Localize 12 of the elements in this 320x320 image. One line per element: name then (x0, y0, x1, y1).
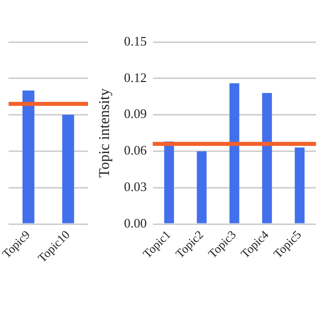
y-tick-label: 0.03 (124, 179, 147, 194)
bar (229, 83, 240, 224)
y-tick-label: 0.12 (124, 70, 147, 85)
bar (294, 148, 305, 224)
y-axis-title: Topic intensity (96, 88, 113, 178)
bar (164, 141, 174, 224)
bar (262, 92, 272, 224)
y-tick-label: 0.06 (124, 142, 148, 158)
y-tick-label: 0.00 (124, 215, 147, 230)
y-tick-label: 0.15 (124, 33, 147, 48)
y-tick-label: 0.09 (124, 106, 147, 122)
bar (196, 151, 207, 224)
